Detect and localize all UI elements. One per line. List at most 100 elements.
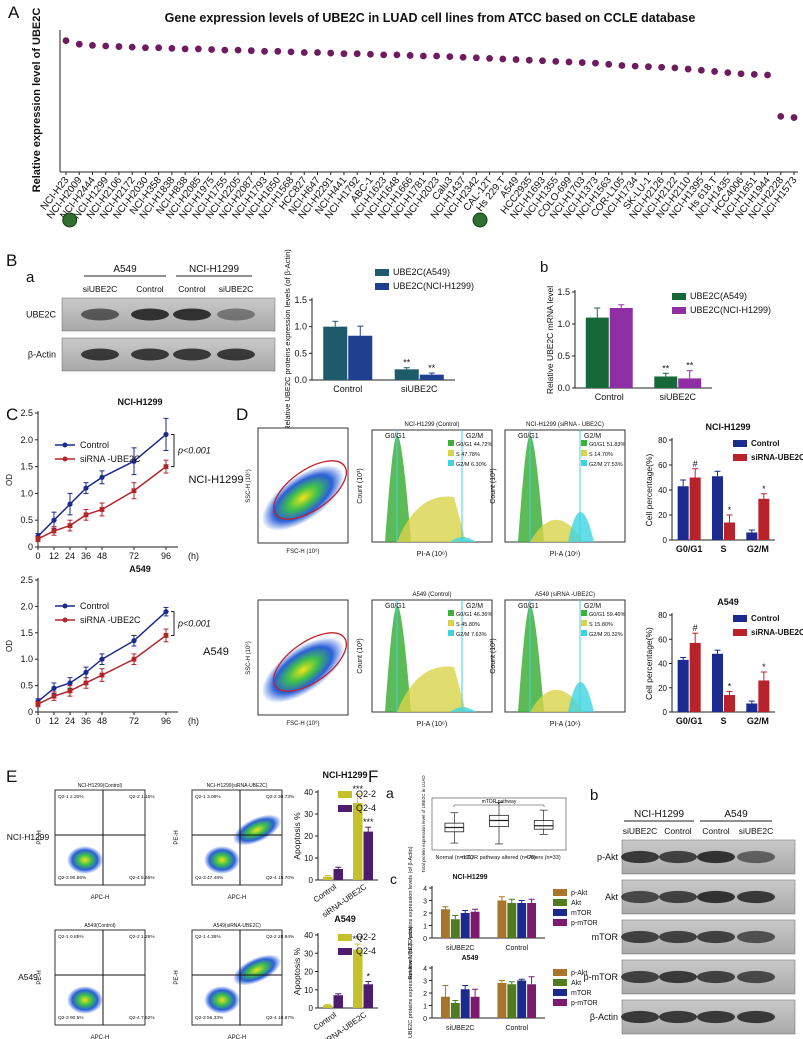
bar	[363, 984, 373, 1008]
point	[163, 431, 169, 438]
dot	[697, 66, 705, 74]
quadrant-label: Q2-4 18.70%	[266, 875, 295, 881]
legend-marker	[62, 603, 68, 609]
legend-label: S 14.70%	[589, 452, 613, 458]
legend-swatch	[672, 293, 686, 300]
dot	[539, 57, 546, 65]
lane-label: Control	[178, 284, 206, 294]
blot-band	[659, 850, 697, 864]
quadrant-label: Q2-4 7.62%	[129, 1015, 155, 1021]
legend-marker	[62, 456, 68, 462]
y-tick-label: 40	[304, 788, 313, 797]
panel-letter: E	[6, 767, 17, 786]
dot	[684, 65, 692, 73]
bar	[419, 374, 444, 380]
legend-label: p-Akt	[571, 890, 587, 897]
panel-letter: A	[8, 3, 20, 22]
dot	[340, 50, 348, 58]
protein-label: UBE2C	[26, 310, 57, 320]
axis-label: PE-H	[174, 970, 180, 984]
cell-line-label: NCI-H1299	[634, 809, 684, 820]
blot-band	[697, 1010, 735, 1024]
point	[131, 458, 137, 464]
g1-peak	[518, 605, 544, 712]
legend-label: G0/G1 46.36%	[456, 612, 492, 618]
axis-label: FSC-H (10⁶)	[286, 548, 319, 555]
panel-letter: b	[590, 787, 598, 804]
dot	[393, 51, 401, 59]
bar	[677, 486, 689, 540]
y-tick-label: 0	[28, 542, 33, 552]
y-tick-label: 2.0	[20, 435, 33, 445]
legend-label: Q2-4	[356, 803, 376, 813]
bar	[724, 695, 736, 712]
cell-cloud	[204, 986, 240, 1014]
legend-label: G0/G1 59.46%	[589, 612, 625, 618]
y-tick-label: 0	[663, 536, 668, 545]
significance: *	[728, 681, 732, 691]
gate-label: G2/M	[466, 603, 483, 610]
x-tick-label: Control	[312, 882, 338, 904]
y-tick-label: 20	[304, 832, 313, 841]
s-phase	[397, 496, 466, 542]
y-tick-label: 1.5	[557, 287, 570, 297]
axis-label: PI-A (10⁶)	[417, 721, 448, 728]
dot	[472, 54, 480, 62]
legend-label: mTOR	[571, 990, 591, 997]
legend-label: p-mTOR	[571, 1000, 598, 1007]
y-axis-label: Apoptosis %	[292, 947, 302, 995]
protein-label: mTOR	[592, 932, 619, 942]
g1-peak	[518, 435, 544, 542]
bar	[711, 476, 723, 540]
dot	[314, 49, 321, 56]
dot	[419, 52, 427, 60]
cell-line-label: NCI-H1299	[189, 264, 239, 275]
plot-title: NCI-H1299(siRNA-UBE2C)	[207, 783, 268, 789]
legend-label: Akt	[571, 900, 581, 907]
y-tick-label: 1	[423, 1004, 427, 1011]
bar	[460, 913, 470, 938]
lane-label: Control	[664, 826, 692, 836]
dot	[287, 48, 295, 56]
legend-swatch	[448, 620, 454, 626]
y-tick-label: 4	[423, 886, 427, 893]
y-tick-label: 10	[304, 986, 313, 995]
x-tick-label: G2/M	[747, 544, 769, 554]
bar	[348, 335, 373, 380]
y-tick-label: 4	[423, 966, 427, 973]
significance: *	[762, 484, 766, 494]
dot	[234, 46, 242, 54]
bar	[450, 1003, 460, 1018]
legend-label: Control	[80, 601, 109, 611]
gate-label: G0/G1	[518, 433, 539, 440]
y-axis-label: Relative UBE2C proteins expression level…	[408, 926, 414, 1039]
annotation: p<0.001	[177, 446, 211, 456]
legend-swatch	[733, 440, 747, 447]
panel-letter: D	[236, 405, 248, 424]
bar	[353, 803, 363, 880]
bar	[517, 980, 527, 1018]
legend-swatch	[375, 269, 389, 276]
significance: **	[428, 363, 436, 373]
legend-swatch	[553, 889, 567, 896]
protein-label: p-Akt	[597, 852, 619, 862]
legend-label: Control	[80, 440, 109, 450]
dot	[750, 70, 758, 78]
y-axis-label: Cell percentage(%)	[644, 627, 654, 700]
legend-swatch	[733, 615, 747, 622]
legend-label: UBE2C(A549)	[690, 291, 747, 301]
y-tick-label: 20	[304, 968, 313, 977]
dot	[433, 52, 441, 60]
bar	[507, 903, 517, 938]
quadrant-label: Q2-3 90.5%	[58, 1015, 84, 1021]
dot	[367, 50, 374, 58]
bar	[353, 949, 363, 1008]
y-tick-label: 0.5	[20, 681, 33, 691]
dot	[194, 45, 202, 53]
axis-label: Count (10³)	[357, 468, 364, 503]
x-tick-label: G0/G1	[676, 544, 703, 554]
y-axis-label: Relative expression level of UBE2C	[31, 8, 43, 193]
y-tick-label: 0.5	[20, 515, 33, 525]
dot	[247, 47, 255, 55]
legend-label: Q2-2	[356, 789, 376, 799]
